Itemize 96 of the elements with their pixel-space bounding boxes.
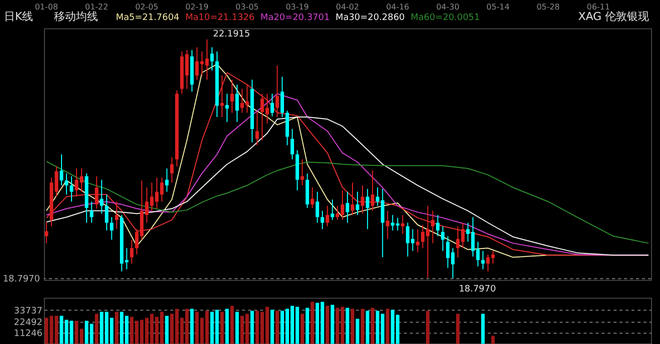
candlestick (441, 226, 445, 252)
candlestick (114, 201, 118, 230)
candlestick (280, 76, 284, 118)
bar (220, 312, 224, 344)
candlestick (350, 182, 354, 216)
text: Ma20=20.3701 (260, 13, 330, 24)
x-tick-label: 03-19 (286, 2, 309, 12)
x-tick-label: 04-16 (386, 2, 410, 12)
candlestick (100, 179, 104, 214)
candlestick (436, 214, 440, 237)
candlestick (235, 84, 239, 122)
candlestick (320, 210, 324, 230)
bar (481, 314, 485, 344)
y-tick-label: 11246 (14, 329, 43, 340)
bar (360, 308, 364, 344)
candlestick (290, 128, 294, 160)
bar (491, 336, 495, 344)
candlestick (275, 65, 279, 118)
candlestick (270, 93, 274, 117)
x-tick-label: 05-14 (486, 2, 510, 12)
candlestick (300, 158, 304, 186)
candlestick (416, 228, 420, 253)
bar (235, 312, 239, 344)
candlestick (286, 110, 290, 146)
candlestick (310, 187, 314, 208)
bar (270, 310, 274, 344)
chart-subtitle: XAG 伦敦银现 (578, 10, 650, 24)
candlestick (44, 222, 48, 244)
bar (370, 308, 374, 344)
bar (190, 308, 194, 344)
bar (275, 310, 279, 344)
bar (426, 310, 430, 344)
bar (300, 314, 304, 344)
candlestick (356, 191, 360, 216)
candlestick (170, 156, 174, 184)
bar (306, 308, 310, 344)
candlestick (225, 93, 229, 122)
candlestick (255, 112, 259, 146)
candlestick (431, 210, 435, 244)
bar (60, 316, 64, 344)
text: Ma30=20.2860 (335, 13, 406, 24)
bar (230, 306, 234, 344)
candlestick (210, 46, 214, 72)
candlestick (330, 198, 334, 220)
y-tick-label: 33737 (14, 306, 42, 317)
candlestick (130, 239, 134, 264)
candlestick (346, 191, 350, 224)
x-tick-label: 02-19 (185, 2, 209, 12)
text: 18.7970 (458, 284, 496, 295)
x-tick-label: 01-22 (85, 2, 108, 12)
text: Ma5=21.7604 (116, 13, 180, 24)
x-tick-label: 04-30 (436, 2, 460, 12)
legend-title: 移动均线 (54, 10, 98, 24)
candlestick (70, 176, 74, 202)
candlestick (165, 168, 169, 192)
candlestick (326, 205, 330, 227)
candlestick (60, 154, 64, 186)
annotation: 22.1915 (212, 29, 250, 40)
bar (386, 308, 390, 344)
bar (310, 302, 314, 344)
ref-line-label: 18.7970 (2, 274, 40, 285)
candlestick (230, 79, 234, 114)
candlestick (370, 170, 374, 212)
bar (326, 306, 330, 344)
y-tick-label: 22492 (14, 318, 42, 328)
candlestick (400, 214, 404, 235)
bar (330, 304, 334, 344)
x-tick-label: 03-05 (236, 2, 259, 12)
bar (346, 308, 350, 344)
bar (94, 314, 98, 344)
text: Ma10=21.1326 (185, 13, 255, 24)
bar (350, 308, 354, 344)
bar (366, 310, 370, 344)
bar (114, 312, 118, 344)
bar (456, 314, 460, 344)
x-tick-label: 06-11 (586, 2, 610, 12)
x-tick-label: 01-08 (34, 2, 58, 12)
x-tick-label: 05-28 (536, 2, 560, 12)
candlestick (481, 250, 485, 270)
candlestick (104, 194, 108, 231)
text: Ma60=20.0051 (410, 13, 480, 24)
chart-title: 日K线 (4, 10, 34, 24)
bar (356, 318, 360, 344)
candlestick (386, 210, 390, 240)
bar (165, 316, 169, 344)
candlestick (64, 172, 68, 196)
x-tick-label: 02-05 (135, 2, 158, 12)
candlestick (366, 188, 370, 230)
candlestick (90, 201, 94, 224)
candlestick (316, 191, 320, 224)
bar (250, 310, 254, 344)
candlestick (110, 216, 114, 240)
x-tick-label: 04-02 (336, 2, 360, 12)
candlestick (360, 184, 364, 214)
candlestick (94, 176, 98, 210)
bar (225, 308, 229, 344)
